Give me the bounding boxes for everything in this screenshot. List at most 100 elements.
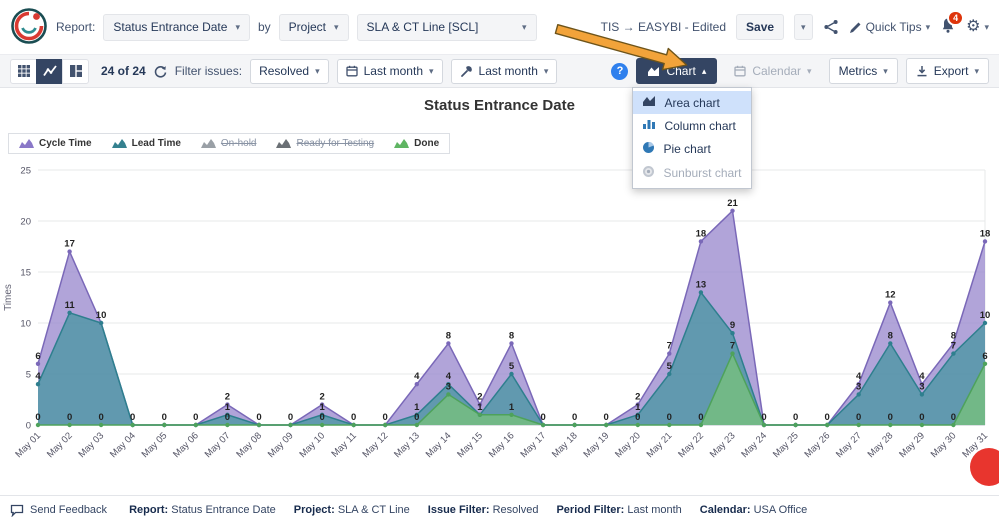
calendar-icon [345,65,358,77]
report-footer: Send Feedback Report: Status Entrance Da… [0,495,999,524]
data-label: 8 [446,330,451,341]
chart-button[interactable]: Chart ▴ [636,58,718,84]
calendar-button[interactable]: Calendar ▾ [725,58,820,84]
footer-item-label: Issue Filter: [427,504,490,516]
dimension-select-value: Project [288,20,327,34]
data-label: 7 [730,341,735,352]
time-dimension-select[interactable]: Last month ▾ [450,58,558,84]
report-select[interactable]: Status Entrance Date ▾ [103,13,250,41]
data-label: 3 [919,381,924,392]
legend-item-label: Cycle Time [39,138,92,149]
x-tick-label: May 13 [392,430,422,460]
save-menu-button[interactable]: ▾ [794,14,813,40]
legend-item-ready-for-testing[interactable]: Ready for Testing [266,134,384,153]
settings-button[interactable]: ⚙ ▾ [966,19,989,35]
notification-count-badge: 4 [947,10,965,26]
menu-item-area-chart[interactable]: Area chart [633,91,752,114]
help-button[interactable]: ? [611,62,629,80]
chart-legend: Cycle Time Lead Time On-hold Ready for Test… [8,133,451,154]
export-button-label: Export [933,64,969,78]
footer-item: Report: Status Entrance Date [129,504,276,516]
footer-item-label: Period Filter: [556,504,625,516]
chevron-down-icon: ▾ [984,21,989,32]
data-label: 0 [761,412,766,423]
chevron-down-icon: ▾ [543,65,549,76]
issue-filter-value: Resolved [259,64,310,78]
chat-bubble-button[interactable] [970,448,999,486]
footer-item-value: USA Office [753,504,808,516]
menu-item-pie-chart[interactable]: Pie chart [633,137,751,161]
data-label: 0 [351,412,356,423]
x-tick-label: May 10 [297,430,327,460]
data-label: 0 [825,412,830,423]
project-select-value: SLA & CT Line [SCL] [366,20,479,34]
x-tick-label: May 03 [76,430,106,460]
x-tick-label: May 02 [45,430,75,460]
legend-item-label: Lead Time [131,138,181,149]
data-label: 0 [919,412,924,423]
y-tick-label: 10 [20,319,31,330]
y-tick-label: 15 [20,268,31,279]
data-label: 4 [446,371,452,382]
footer-item-label: Report: [129,504,169,516]
save-button[interactable]: Save [736,14,785,40]
legend-swatch-icon [394,139,410,148]
x-tick-label: May 21 [645,430,675,460]
legend-item-on-hold[interactable]: On-hold [191,134,267,153]
report-toolbar: 24 of 24 Filter issues: Resolved ▾ Last … [0,54,999,189]
legend-item-cycle-time[interactable]: Cycle Time [9,134,102,153]
legend-item-lead-time[interactable]: Lead Time [102,134,191,153]
data-label: 10 [96,310,107,321]
chevron-down-icon: ▾ [334,21,339,32]
y-tick-label: 5 [26,370,31,381]
data-label: 1 [225,402,231,413]
export-button[interactable]: Export ▾ [905,58,989,84]
menu-item-column-chart[interactable]: Column chart [633,114,751,137]
chart-view-button[interactable] [36,58,63,84]
footer-item: Project: SLA & CT Line [294,504,410,516]
by-label: by [257,20,271,34]
period-filter-value: Last month [363,64,423,78]
data-label: 17 [64,239,75,250]
send-feedback-button[interactable]: Send Feedback [10,504,107,517]
dimension-select[interactable]: Project ▾ [278,13,349,41]
legend-item-done[interactable]: Done [384,134,449,153]
footer-item: Calendar: USA Office [700,504,807,516]
data-label: 8 [888,330,893,341]
download-icon [917,66,927,77]
x-tick-label: May 09 [266,430,296,460]
menu-item-label: Pie chart [663,142,711,156]
table-view-button[interactable] [10,58,37,84]
data-label: 11 [65,300,76,311]
period-filter-select[interactable]: Last month ▾ [336,58,443,84]
dashboard-view-button[interactable] [62,58,89,84]
legend-swatch-icon [200,139,216,148]
data-label: 4 [414,371,420,382]
refresh-button[interactable] [154,65,167,78]
chevron-down-icon: ▾ [235,21,240,32]
dashboard-icon [69,65,82,77]
x-tick-label: May 15 [455,430,485,460]
data-label: 4 [919,371,925,382]
chevron-down-icon: ▾ [429,65,434,76]
issue-filter-select[interactable]: Resolved ▾ [250,58,329,84]
report-label: Report: [56,20,96,34]
chart-button-wrapper: Chart ▴ Area chart Column chart Pie chart S… [632,58,753,189]
data-label: 2 [635,392,640,403]
area-chart-icon [642,95,656,110]
data-label: 6 [35,351,40,362]
share-button[interactable] [823,19,839,35]
data-label: 0 [667,412,672,423]
data-label: 0 [193,412,198,423]
data-label: 2 [477,392,482,403]
eazybi-logo[interactable] [10,7,48,48]
data-label: 0 [319,412,324,423]
data-label: 0 [35,412,40,423]
x-tick-label: May 14 [424,430,454,460]
calendar-button-label: Calendar [752,64,802,78]
project-select[interactable]: SLA & CT Line [SCL] ▾ [356,13,537,41]
notifications-button[interactable]: 4 [940,10,965,37]
quick-tips-button[interactable]: Quick Tips ▾ [849,20,930,34]
metrics-button[interactable]: Metrics ▾ [828,58,898,84]
data-label: 5 [667,361,673,372]
